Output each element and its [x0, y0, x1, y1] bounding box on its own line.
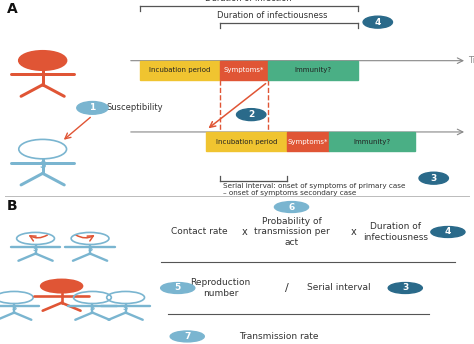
Circle shape	[363, 16, 392, 28]
Text: Symptoms*: Symptoms*	[224, 67, 264, 73]
Text: S: S	[33, 246, 38, 251]
Text: Incubation period: Incubation period	[149, 67, 211, 73]
Bar	[220, 61, 268, 80]
Text: Duration of infectiousness: Duration of infectiousness	[218, 11, 328, 20]
Text: /: /	[285, 283, 289, 293]
Text: Symptoms*: Symptoms*	[288, 139, 328, 144]
Text: S: S	[90, 304, 95, 311]
Text: 4: 4	[374, 18, 381, 26]
Text: A: A	[7, 2, 18, 16]
Text: 2: 2	[248, 110, 255, 119]
Text: x: x	[350, 227, 356, 237]
Text: Contact rate: Contact rate	[171, 227, 227, 236]
Text: Immunity?: Immunity?	[294, 67, 331, 73]
Bar	[268, 61, 358, 80]
Text: 1: 1	[89, 104, 96, 112]
Text: Immunity?: Immunity?	[354, 139, 391, 144]
Text: Susceptibility: Susceptibility	[107, 104, 163, 112]
Text: 3: 3	[402, 283, 409, 292]
Text: Probability of
transmission per
act: Probability of transmission per act	[254, 217, 329, 247]
Text: 5: 5	[174, 283, 181, 292]
Text: Serial interval: Serial interval	[307, 283, 371, 292]
Circle shape	[77, 101, 108, 114]
Circle shape	[431, 227, 465, 237]
Text: Incubation period: Incubation period	[216, 139, 277, 144]
Text: Transmission rate: Transmission rate	[239, 332, 319, 341]
Bar	[140, 61, 220, 80]
Text: B: B	[7, 199, 18, 213]
Text: Time: Time	[468, 56, 474, 65]
Circle shape	[170, 331, 204, 342]
Bar	[206, 132, 287, 151]
Circle shape	[161, 282, 195, 293]
Bar	[329, 132, 415, 151]
Text: 7: 7	[184, 332, 191, 341]
Circle shape	[419, 172, 448, 184]
Text: S: S	[39, 161, 46, 170]
Text: 6: 6	[288, 203, 295, 212]
Text: 4: 4	[445, 227, 451, 236]
Circle shape	[237, 109, 266, 121]
Text: S: S	[123, 304, 128, 311]
Text: Serial interval: onset of symptoms of primary case
– onset of symptoms secondary: Serial interval: onset of symptoms of pr…	[223, 183, 405, 196]
Circle shape	[274, 202, 309, 213]
Bar	[287, 132, 329, 151]
Text: Duration of
infectiousness: Duration of infectiousness	[363, 222, 428, 242]
Text: Duration of infection: Duration of infection	[205, 0, 292, 3]
Text: S: S	[87, 246, 93, 251]
Text: S: S	[11, 304, 17, 311]
Text: 3: 3	[430, 174, 437, 183]
Circle shape	[41, 279, 82, 293]
Circle shape	[388, 282, 422, 293]
Text: x: x	[241, 227, 247, 237]
Circle shape	[19, 51, 66, 70]
Text: Reproduction
number: Reproduction number	[190, 278, 251, 298]
